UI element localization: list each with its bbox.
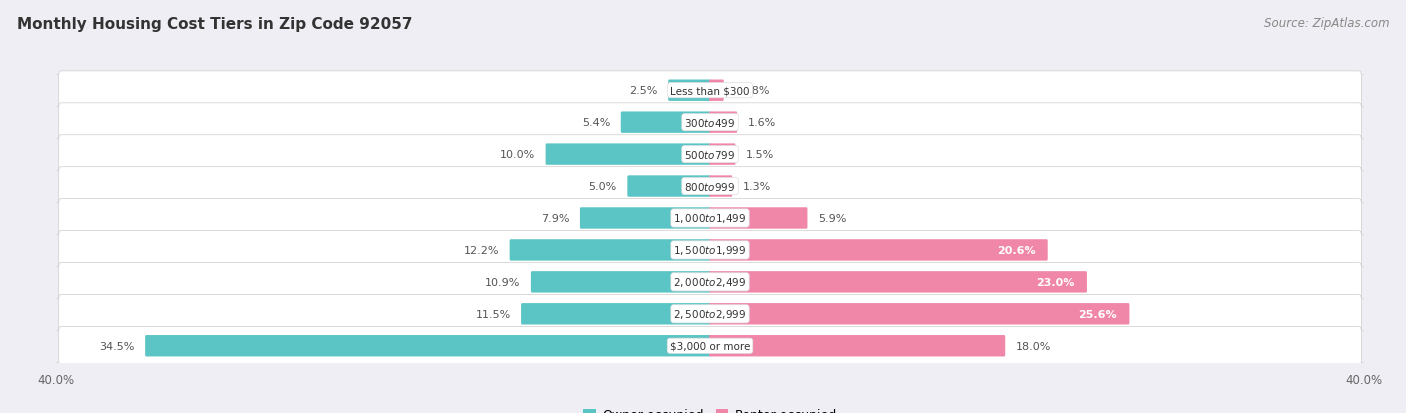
FancyBboxPatch shape [579, 208, 711, 229]
FancyBboxPatch shape [59, 199, 1361, 238]
FancyBboxPatch shape [546, 144, 711, 165]
Text: 20.6%: 20.6% [997, 245, 1035, 255]
FancyBboxPatch shape [59, 263, 1361, 301]
FancyBboxPatch shape [59, 167, 1361, 206]
Text: $1,500 to $1,999: $1,500 to $1,999 [673, 244, 747, 257]
Text: 25.6%: 25.6% [1078, 309, 1116, 319]
FancyBboxPatch shape [531, 271, 711, 293]
Text: $500 to $799: $500 to $799 [685, 149, 735, 161]
FancyBboxPatch shape [522, 304, 711, 325]
Legend: Owner-occupied, Renter-occupied: Owner-occupied, Renter-occupied [578, 404, 842, 413]
Text: 1.5%: 1.5% [747, 150, 775, 160]
Text: $2,000 to $2,499: $2,000 to $2,499 [673, 276, 747, 289]
FancyBboxPatch shape [59, 231, 1361, 270]
FancyBboxPatch shape [59, 135, 1361, 174]
Text: 1.3%: 1.3% [742, 182, 770, 192]
FancyBboxPatch shape [709, 335, 1005, 356]
FancyBboxPatch shape [709, 240, 1047, 261]
Text: 5.4%: 5.4% [582, 118, 610, 128]
Text: 0.78%: 0.78% [734, 86, 769, 96]
Text: 5.0%: 5.0% [589, 182, 617, 192]
FancyBboxPatch shape [709, 208, 807, 229]
FancyBboxPatch shape [59, 104, 1361, 142]
FancyBboxPatch shape [627, 176, 711, 197]
FancyBboxPatch shape [709, 144, 735, 165]
Text: $3,000 or more: $3,000 or more [669, 341, 751, 351]
Text: 10.9%: 10.9% [485, 277, 520, 287]
FancyBboxPatch shape [709, 304, 1129, 325]
Text: $800 to $999: $800 to $999 [685, 180, 735, 192]
Text: $1,000 to $1,499: $1,000 to $1,499 [673, 212, 747, 225]
FancyBboxPatch shape [59, 327, 1361, 365]
FancyBboxPatch shape [509, 240, 711, 261]
FancyBboxPatch shape [59, 295, 1361, 333]
FancyBboxPatch shape [59, 72, 1361, 110]
Text: $2,500 to $2,999: $2,500 to $2,999 [673, 308, 747, 320]
Text: 1.6%: 1.6% [748, 118, 776, 128]
Text: 10.0%: 10.0% [501, 150, 536, 160]
Text: 7.9%: 7.9% [541, 214, 569, 223]
Text: 18.0%: 18.0% [1015, 341, 1052, 351]
Text: Less than $300: Less than $300 [671, 86, 749, 96]
FancyBboxPatch shape [145, 335, 711, 356]
Text: 2.5%: 2.5% [630, 86, 658, 96]
Text: Monthly Housing Cost Tiers in Zip Code 92057: Monthly Housing Cost Tiers in Zip Code 9… [17, 17, 412, 31]
FancyBboxPatch shape [709, 271, 1087, 293]
FancyBboxPatch shape [621, 112, 711, 133]
Text: $300 to $499: $300 to $499 [685, 117, 735, 129]
FancyBboxPatch shape [668, 80, 711, 102]
FancyBboxPatch shape [709, 176, 733, 197]
Text: 23.0%: 23.0% [1036, 277, 1074, 287]
Text: 12.2%: 12.2% [464, 245, 499, 255]
Text: Source: ZipAtlas.com: Source: ZipAtlas.com [1264, 17, 1389, 29]
Text: 11.5%: 11.5% [475, 309, 510, 319]
FancyBboxPatch shape [709, 112, 737, 133]
FancyBboxPatch shape [709, 80, 724, 102]
Text: 34.5%: 34.5% [100, 341, 135, 351]
Text: 5.9%: 5.9% [818, 214, 846, 223]
